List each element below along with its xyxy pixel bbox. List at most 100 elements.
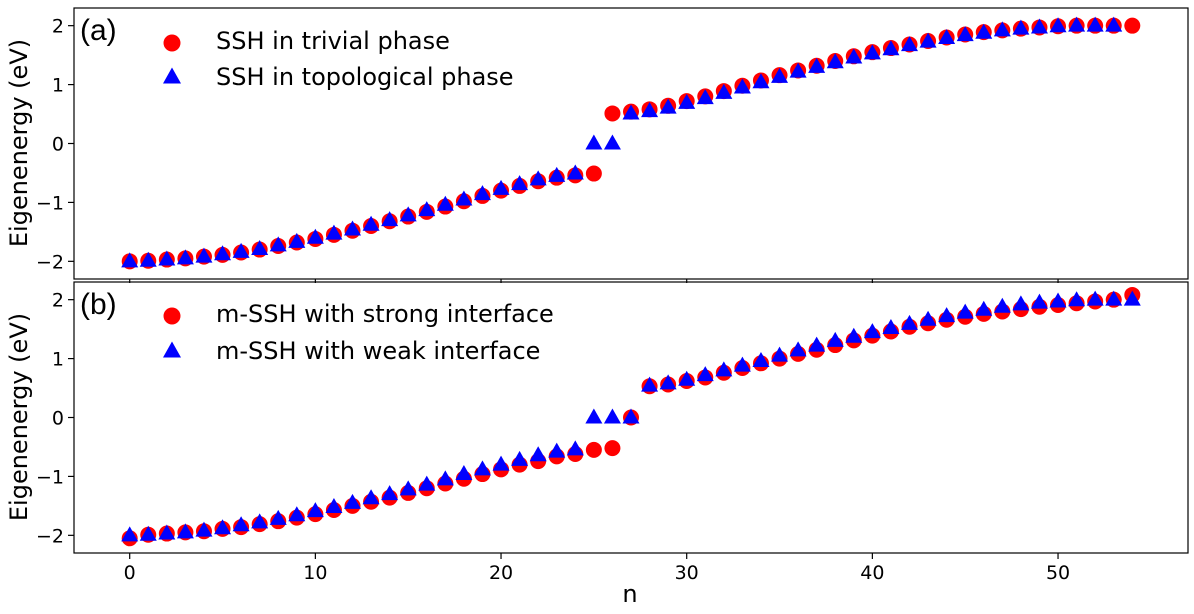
- panel-a-series-2-point: [269, 236, 287, 252]
- panel-b-y-tick-label: 2: [52, 290, 64, 312]
- panel-b-series-2-point: [473, 460, 491, 476]
- panel-b-series-2-point: [715, 361, 733, 377]
- panel-b-series-2-point: [752, 351, 770, 367]
- panel-a-series-2-point: [418, 201, 436, 217]
- panel-a-series-2-point: [511, 175, 529, 191]
- panel-a-y-label: Eigenenergy (eV): [5, 39, 33, 247]
- panel-a-legend-circle-marker: [163, 34, 181, 52]
- panel-b-series-2-point: [176, 523, 194, 539]
- panel-b-series-2-point: [863, 323, 881, 339]
- panel-a-series-2-point: [381, 211, 399, 227]
- panel-a-label: (a): [80, 14, 117, 47]
- panel-a-series-2-point: [641, 102, 659, 118]
- panel-b-series-1-point: [585, 441, 602, 458]
- panel-a-series-2-point: [678, 93, 696, 109]
- panel-a-series-2-point: [696, 89, 714, 105]
- panel-b-y-tick-label: 1: [52, 349, 64, 371]
- panel-a-legend: SSH in trivial phase SSH in topological …: [163, 27, 514, 91]
- panel-b-label: (b): [80, 288, 117, 321]
- panel-b-series-2-point: [455, 465, 473, 481]
- panel-a-series-2-point: [325, 224, 343, 240]
- panel-a-series-2-point: [1030, 18, 1048, 34]
- panel-b-series-2-point: [269, 509, 287, 525]
- panel-b-series-2-point: [529, 446, 547, 462]
- panel-b-series-2-point: [548, 442, 566, 458]
- panel-a-series-2-point: [251, 239, 269, 255]
- panel-b-series-2-point: [622, 408, 640, 424]
- panel-a-series-2-point: [566, 164, 584, 180]
- panel-a-y-ticks: −2 −1 0 1 2: [36, 16, 74, 273]
- panel-b-series-2-point: [919, 310, 937, 326]
- panel-a-series-2-point: [529, 170, 547, 186]
- panel-b-series-2-point: [436, 470, 454, 486]
- panel-b-legend-series-1: m-SSH with strong interface: [216, 300, 554, 328]
- panel-b-series-2-point: [771, 346, 789, 362]
- panel-b-series-2-point: [733, 356, 751, 372]
- panel-a-series-2-point: [938, 29, 956, 45]
- panel-b-x-tick-label: 0: [124, 562, 136, 584]
- panel-a-series-2-point: [306, 228, 324, 244]
- panel-b-series-2-point: [418, 475, 436, 491]
- panel-a-series-2-point: [901, 36, 918, 52]
- panel-a-series-2-point: [622, 104, 640, 120]
- panel-a: −2 −1 0 1 2 Eigenenergy (eV) (a) SSH in triv…: [5, 7, 1189, 283]
- panel-b-series-2-point: [808, 336, 826, 352]
- panel-a-legend-series-2: SSH in topological phase: [216, 63, 514, 91]
- panel-b-x-tick-label: 10: [303, 562, 327, 584]
- panel-a-series-2-point: [232, 242, 250, 258]
- panel-b-series-2-point: [288, 506, 306, 522]
- panel-b-y-tick-label: −2: [36, 525, 64, 547]
- panel-a-y-tick-label: 0: [52, 134, 64, 156]
- panel-a-series-2-point: [492, 179, 510, 195]
- panel-b-series-2-point: [585, 408, 603, 424]
- panel-b-series-2-point: [789, 341, 807, 357]
- panel-a-series-2-point: [863, 44, 881, 60]
- panel-b-series-2-point: [826, 331, 844, 347]
- panel-a-series-2-point: [1012, 19, 1030, 35]
- panel-b-series-2-point: [492, 455, 510, 471]
- panel-b-series-2-point: [381, 485, 399, 501]
- panel-b-series-2-point: [938, 307, 956, 323]
- panel-a-y-tick-label: −2: [36, 251, 64, 273]
- panel-a-series-1-point: [604, 105, 621, 122]
- panel-b-series-2-point: [566, 440, 584, 456]
- panel-b-series-2-point: [882, 318, 900, 334]
- panel-b-series-2-point: [845, 327, 863, 343]
- panel-b-y-tick-label: −1: [36, 466, 64, 488]
- panel-a-series-2-point: [715, 83, 733, 99]
- panel-a-series-2-point: [603, 134, 621, 150]
- panel-b-series-2-point: [956, 303, 974, 319]
- panel-a-series-2-point: [882, 40, 900, 56]
- panel-b-series-2-point: [158, 524, 176, 540]
- panel-b-series-2-point: [325, 498, 343, 514]
- panel-a-series-2-point: [956, 26, 974, 42]
- panel-b-legend-series-2: m-SSH with weak interface: [216, 337, 540, 365]
- panel-a-series-2-point: [1086, 16, 1104, 32]
- panel-b-series-2-point: [1123, 290, 1141, 306]
- panel-b-legend-circle-marker: [163, 307, 181, 325]
- panel-a-series-2-point: [288, 232, 306, 248]
- panel-a-series-2-point: [158, 250, 176, 266]
- panel-a-series-2-point: [975, 23, 993, 39]
- panel-b-series-2-point: [1068, 291, 1086, 307]
- panel-b-series-2-point: [901, 314, 918, 330]
- panel-a-series-2-point: [659, 98, 677, 114]
- panel-a-series-2-point: [993, 21, 1011, 37]
- panel-a-series-2-point: [399, 206, 417, 222]
- panel-a-y-tick-label: 1: [52, 75, 64, 97]
- panel-b-series-2-point: [659, 374, 677, 390]
- panel-b-series-2-point: [641, 376, 659, 392]
- panel-b-series-2-point: [344, 493, 361, 509]
- panel-b-series-1-point: [604, 440, 621, 457]
- panel-a-series-2-point: [195, 247, 213, 263]
- panel-b-x-tick-label: 40: [860, 562, 884, 584]
- panel-b-series-2-point: [1012, 295, 1030, 311]
- panel-a-series-2-point: [845, 48, 863, 64]
- panel-b-x-tick-label: 30: [675, 562, 699, 584]
- panel-a-series-2-point: [362, 215, 380, 231]
- panel-b-y-tick-label: 0: [52, 408, 64, 430]
- panel-a-y-tick-label: −1: [36, 192, 64, 214]
- panel-b-series-2-point: [993, 297, 1011, 313]
- panel-b-series-2-point: [121, 526, 139, 542]
